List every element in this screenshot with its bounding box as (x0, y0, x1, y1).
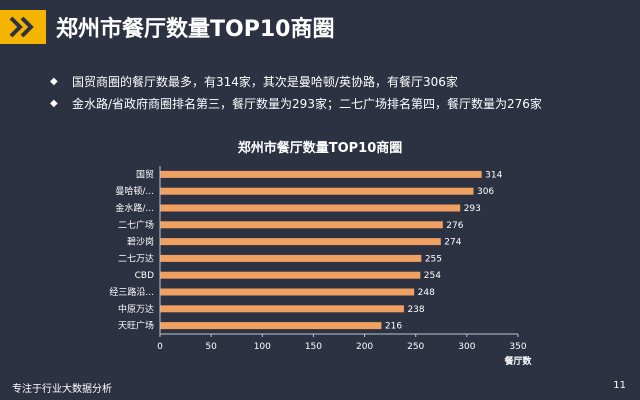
data-label: 274 (444, 238, 461, 248)
data-label: 306 (477, 187, 494, 197)
bullet-text: 金水路/省政府商圈排名第三，餐厅数量为293家；二七广场排名第四，餐厅数量为27… (72, 97, 542, 111)
bar (160, 170, 482, 178)
bar (160, 288, 415, 296)
bar (160, 187, 474, 195)
bar (160, 271, 421, 279)
x-tick-label: 300 (458, 342, 475, 352)
data-label: 248 (418, 288, 435, 298)
data-label: 276 (446, 221, 463, 231)
double-chevron-icon (9, 16, 34, 38)
x-tick-label: 50 (205, 342, 217, 352)
y-tick-label: CBD (135, 271, 154, 281)
bar (160, 305, 404, 313)
x-tick-label: 250 (407, 342, 424, 352)
header-badge (0, 10, 46, 44)
x-axis-title: 餐厅数 (503, 355, 532, 367)
y-tick-label: 二七万达 (118, 252, 154, 264)
bar (160, 221, 443, 229)
diamond-icon: ◆ (50, 76, 58, 87)
data-label: 293 (464, 204, 481, 214)
bullet-item: ◆ 金水路/省政府商圈排名第三，餐厅数量为293家；二七广场排名第四，餐厅数量为… (50, 93, 542, 115)
bullet-list: ◆ 国贸商圈的餐厅数最多，有314家，其次是曼哈顿/英协路，有餐厅306家 ◆ … (50, 71, 542, 115)
x-tick-label: 100 (254, 342, 271, 352)
y-tick-label: 经三路沿... (109, 286, 154, 298)
data-label: 314 (485, 170, 502, 180)
y-tick-label: 曼哈顿/... (115, 185, 154, 197)
y-tick-label: 国贸 (136, 168, 154, 180)
data-label: 216 (385, 322, 402, 332)
bar (160, 204, 461, 212)
data-label: 254 (424, 271, 441, 281)
chart-title: 郑州市餐厅数量TOP10商圈 (237, 141, 403, 156)
data-label: 255 (425, 254, 442, 264)
x-tick-label: 0 (157, 342, 163, 352)
footer-text: 专注于行业大数据分析 (12, 384, 112, 395)
y-tick-label: 二七广场 (118, 219, 154, 231)
bar (160, 322, 382, 330)
bar (160, 254, 422, 262)
diamond-icon: ◆ (50, 98, 58, 109)
y-tick-label: 碧沙岗 (127, 236, 154, 248)
x-tick-label: 350 (509, 342, 526, 352)
y-tick-label: 中原万达 (118, 303, 154, 315)
x-tick-label: 200 (356, 342, 373, 352)
page-title: 郑州市餐厅数量TOP10商圈 (56, 17, 335, 42)
y-tick-label: 金水路/... (115, 202, 154, 214)
page-number: 11 (613, 380, 626, 391)
bullet-text: 国贸商圈的餐厅数最多，有314家，其次是曼哈顿/英协路，有餐厅306家 (72, 75, 458, 89)
data-label: 238 (407, 305, 424, 315)
x-tick-label: 150 (305, 342, 322, 352)
bar (160, 238, 441, 246)
bullet-item: ◆ 国贸商圈的餐厅数最多，有314家，其次是曼哈顿/英协路，有餐厅306家 (50, 71, 542, 93)
y-tick-label: 天旺广场 (118, 320, 154, 332)
